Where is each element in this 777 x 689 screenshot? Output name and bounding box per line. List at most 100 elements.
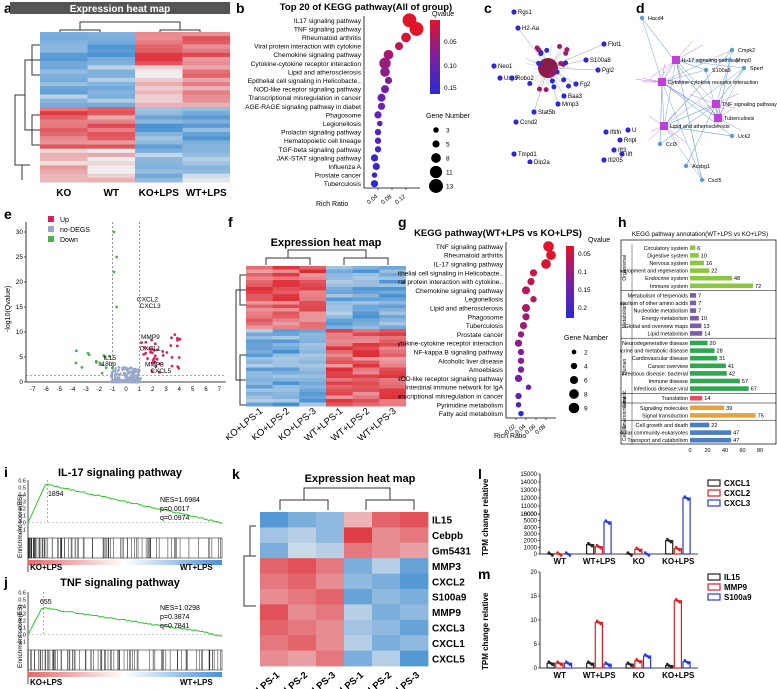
volcano-point-down — [100, 371, 104, 375]
heatmap-cell — [379, 280, 406, 284]
size-legend-label: 6 — [584, 378, 588, 385]
heatmap-cell — [299, 304, 327, 309]
heatmap-cell — [182, 127, 230, 133]
heatmap-cell — [272, 364, 300, 368]
heatmap-cell — [135, 111, 183, 116]
bar-dot — [597, 621, 601, 624]
network-node — [657, 141, 663, 147]
volcano-point-up — [161, 350, 165, 353]
heatmap-cell — [379, 329, 406, 333]
annotation-group-label: Organismal — [622, 255, 628, 281]
bar-dot — [645, 552, 649, 556]
heatmap-cell — [87, 165, 136, 170]
panel-b-qtick: 0.05 — [444, 39, 457, 46]
heatmap-cell — [344, 604, 373, 621]
size-legend-dot — [568, 402, 580, 414]
bar-dot — [566, 552, 570, 556]
bar-dot — [595, 619, 599, 623]
bar-dot — [683, 658, 687, 662]
heatmap-cell — [40, 69, 88, 75]
heatmap-cell — [246, 297, 274, 302]
legend-swatch — [707, 499, 721, 507]
heatmap-cell — [352, 280, 380, 284]
heatmap-cell — [87, 107, 136, 112]
pathway-label: IL-17 signaling pathway — [434, 262, 504, 269]
network-node — [511, 9, 517, 15]
legend-swatch — [707, 593, 721, 601]
heatmap-cell — [246, 332, 274, 337]
heatmap-cell — [272, 357, 300, 361]
panel-label-a: a — [4, 0, 12, 16]
legend-down: Down — [60, 237, 78, 244]
panel-m-ylabel: TPM change relative — [481, 592, 490, 670]
heatmap-cell — [246, 318, 274, 323]
heatmap-cell — [352, 329, 380, 333]
panel-k-dendrograms — [243, 487, 415, 607]
heatmap-cell — [299, 318, 327, 323]
heatmap-row-label: CXCL1 — [432, 639, 465, 650]
volcano-gene-label: IL15 — [103, 355, 116, 362]
annotation-category-label: Metabolism of other amino acids — [620, 301, 688, 307]
heatmap-cell — [352, 378, 380, 382]
heatmap-cell — [87, 82, 136, 87]
heatmap-cell — [316, 573, 345, 590]
heatmap-cell — [316, 619, 345, 636]
heatmap-cell — [299, 325, 327, 330]
bar-dot — [564, 551, 568, 554]
heatmap-column-label: WT+LPS — [186, 188, 227, 199]
heatmap-cell — [87, 119, 136, 125]
pathway-label: TNF signaling pathway — [436, 244, 504, 251]
volcano-point — [127, 376, 130, 380]
heatmap-cell — [288, 558, 317, 574]
panel-label-k: k — [232, 466, 240, 482]
panel-j-q: q=0.7841 — [160, 623, 189, 630]
annotation-category-label: Translation — [662, 396, 688, 402]
legend-swatch — [707, 583, 721, 591]
panel-d-network: Hacd4 IL-17 signaling pathway Cmpk2 Mmp0 Spe… — [636, 15, 777, 184]
x-tick-label: 0.04 — [366, 194, 379, 207]
annotation-bar — [690, 253, 699, 258]
pathway-label: Tuberculosis — [466, 323, 504, 330]
heatmap-cell — [272, 392, 300, 396]
annotation-bar-value: 22 — [711, 423, 717, 429]
heatmap-cell — [288, 589, 317, 605]
heatmap-cell — [316, 604, 345, 621]
panel-f-dendrograms — [235, 249, 389, 406]
volcano-point — [113, 375, 117, 378]
heatmap-cell — [326, 322, 354, 326]
heatmap-cell — [272, 332, 300, 337]
heatmap-cell — [87, 127, 136, 133]
heatmap-cell — [288, 619, 317, 636]
heatmap-cell — [379, 388, 406, 393]
heatmap-cell — [135, 65, 183, 70]
y-tick-label: 0.2 — [18, 619, 26, 625]
heatmap-cell — [288, 604, 317, 621]
volcano-point — [117, 376, 121, 379]
heatmap-cell — [272, 371, 300, 375]
heatmap-cell — [299, 294, 327, 298]
bubble-point — [374, 137, 382, 144]
volcano-point — [113, 373, 117, 376]
bar-dot — [678, 548, 681, 552]
heatmap-cell — [299, 353, 327, 358]
heatmap-cell — [326, 392, 354, 396]
network-node — [729, 47, 735, 53]
x-tick-label: -5 — [57, 387, 63, 393]
heatmap-cell — [246, 336, 274, 340]
volcano-point-up — [178, 337, 182, 341]
x-tick-label: 20 — [704, 448, 710, 454]
heatmap-cell — [352, 395, 380, 400]
volcano-point-down — [111, 366, 114, 370]
heatmap-cell — [344, 650, 373, 667]
annotation-bar-value: 7 — [698, 309, 701, 315]
volcano-point-up — [170, 355, 174, 359]
annotation-category-label: Infectious disease:viral — [633, 387, 688, 393]
annotation-bar-value: 47 — [733, 431, 739, 437]
heatmap-cell — [87, 169, 136, 175]
annotation-bar-value: 72 — [755, 284, 761, 290]
heatmap-cell — [40, 140, 88, 145]
heatmap-cell — [272, 343, 300, 347]
network-node — [536, 86, 542, 92]
annotation-bar — [690, 413, 756, 418]
panel-k-title: Expression heat map — [305, 473, 416, 485]
